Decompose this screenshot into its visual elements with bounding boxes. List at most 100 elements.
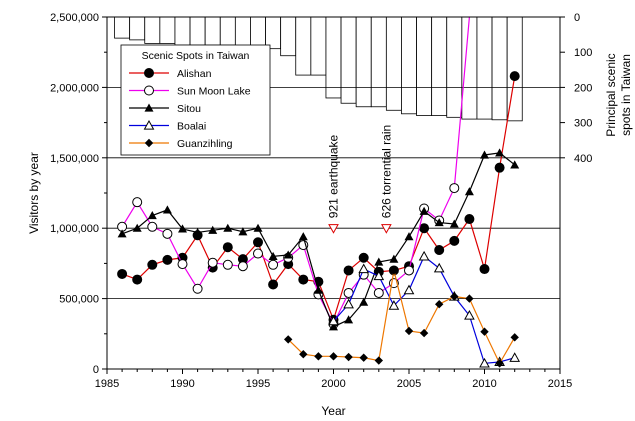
data-point	[147, 221, 158, 232]
data-point	[389, 254, 399, 263]
y-tick-label: 500,000	[59, 294, 99, 306]
data-point	[403, 284, 415, 295]
scenic-spots-bar-1989	[159, 16, 176, 44]
y2-tick-label: 100	[574, 47, 592, 59]
data-point	[253, 223, 263, 232]
data-point	[419, 223, 430, 234]
data-point	[373, 270, 385, 281]
series-lines	[117, 16, 521, 368]
scenic-spots-bar-2011	[491, 16, 508, 121]
scenic-spots-bar-2007	[431, 16, 448, 116]
y2-axis-title-line-2: spots in Taiwan	[619, 54, 633, 136]
scenic-spots-bar-2003	[370, 16, 387, 108]
data-point	[298, 274, 309, 285]
scenic-spots-bar-1988	[144, 16, 161, 44]
data-point	[222, 242, 233, 253]
data-point	[404, 265, 414, 276]
legend-label: Sun Moon Lake	[177, 86, 251, 98]
x-tick-label: 1995	[246, 378, 270, 390]
data-point	[434, 218, 444, 227]
scenic-spots-bar-1996	[265, 16, 282, 50]
data-point	[419, 206, 429, 215]
data-point	[495, 148, 505, 157]
data-point	[449, 235, 460, 246]
data-point	[464, 187, 474, 196]
data-point	[253, 248, 263, 259]
data-point	[464, 214, 475, 225]
scenic-spots-bar-2009	[461, 16, 478, 120]
annotation-label: 626 torrential rain	[379, 125, 393, 218]
scenic-spots-bar-1991	[189, 16, 206, 46]
data-point	[147, 211, 157, 220]
data-point	[329, 322, 338, 331]
legend-title: Scenic Spots in Taiwan	[142, 50, 250, 62]
data-point	[344, 352, 353, 362]
data-point	[314, 352, 323, 361]
data-point	[132, 223, 142, 232]
data-point	[162, 228, 173, 239]
data-point	[177, 259, 188, 270]
data-point	[283, 250, 293, 259]
y-axis-title: Visitors by year	[27, 152, 41, 234]
x-tick-label: 2005	[397, 378, 421, 390]
data-point	[117, 268, 128, 279]
scenic-spots-bar-1986	[114, 16, 131, 39]
data-point	[404, 326, 414, 336]
data-point	[192, 283, 203, 294]
axes: 1985 1990 1995 2000 2005 2010 20150500,0001,00…	[27, 12, 633, 418]
data-point	[418, 250, 430, 261]
data-point	[313, 285, 323, 294]
data-point	[268, 251, 278, 260]
y2-tick-label: 300	[574, 118, 592, 130]
scenic-spots-bar-2005	[401, 16, 417, 115]
data-point	[494, 162, 505, 173]
legend-swatch-marker	[144, 138, 154, 148]
legend-swatch-marker	[143, 119, 155, 130]
x-axis-title: Year	[321, 404, 345, 418]
annotations: 921 earthquake 626 torrential rain	[327, 125, 393, 234]
x-tick-label: 2000	[321, 378, 345, 390]
data-point	[359, 297, 369, 306]
data-point	[510, 160, 520, 169]
data-point	[117, 229, 127, 238]
data-point	[238, 227, 248, 236]
scenic-spots-bar-1994	[234, 16, 251, 48]
y2-tick-label: 200	[574, 82, 592, 94]
annotation-marker	[381, 224, 392, 234]
scenic-spots-bar-1999	[310, 16, 327, 76]
y-tick-label: 2,000,000	[50, 82, 99, 94]
series-guanzihling	[284, 266, 519, 368]
data-point	[374, 257, 384, 266]
x-tick-label: 1990	[170, 378, 194, 390]
data-point	[268, 279, 279, 290]
data-point	[253, 237, 263, 248]
data-point	[374, 356, 383, 365]
data-point	[435, 300, 444, 309]
series-sitou	[117, 148, 520, 331]
scenic-spots-bar-1998	[295, 16, 312, 76]
data-point	[434, 245, 445, 256]
data-point	[222, 259, 233, 270]
scenic-spots-bar-1987	[129, 16, 146, 41]
data-point	[178, 224, 187, 233]
data-point	[268, 259, 279, 270]
y-tick-label: 0	[93, 364, 99, 376]
data-point	[358, 263, 370, 274]
data-point	[433, 262, 445, 273]
data-point	[359, 353, 368, 362]
scenic-spots-bar-1995	[250, 16, 266, 48]
scenic-spots-bar-2008	[446, 16, 463, 118]
scenic-spots-bar-2001	[340, 16, 357, 104]
y2-axis-title-line-1: Principal scenic	[604, 53, 618, 136]
data-point	[419, 328, 429, 338]
data-point	[449, 219, 459, 228]
data-point	[449, 183, 460, 194]
data-point	[298, 232, 308, 241]
y-tick-label: 1,500,000	[50, 153, 99, 165]
legend-label: Sitou	[177, 103, 201, 115]
series-line	[121, 16, 470, 326]
data-point	[132, 274, 143, 285]
y2-tick-label: 400	[574, 153, 592, 165]
x-tick-label: 2015	[548, 378, 572, 390]
